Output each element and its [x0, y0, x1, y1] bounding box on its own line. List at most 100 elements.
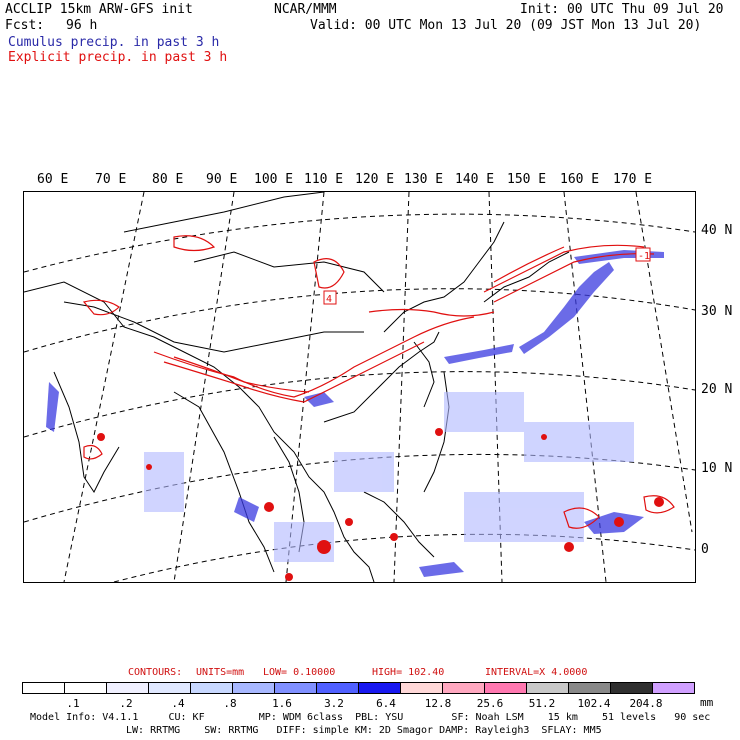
precip-contour [313, 258, 345, 289]
legend-tick: .2 [119, 697, 133, 710]
precip-contour [643, 495, 675, 514]
lat-label: 40 N [701, 223, 733, 238]
precip-cell [390, 533, 398, 541]
cumulus-legend: Cumulus precip. in past 3 h [8, 35, 220, 50]
legend-swatch [443, 683, 485, 693]
border [63, 301, 364, 353]
legend-swatch [653, 683, 694, 693]
coastline [363, 491, 435, 558]
precip-contour [173, 356, 310, 393]
precip-area [144, 452, 184, 512]
legend-swatch [275, 683, 317, 693]
legend-swatch [233, 683, 275, 693]
precip-contour [493, 246, 565, 283]
border [123, 191, 325, 233]
legend-tick: 1.6 [272, 697, 292, 710]
contours-label: CONTOURS: [128, 667, 183, 678]
legend-swatch [191, 683, 233, 693]
precip-contour [563, 507, 600, 529]
precip-cell [541, 434, 547, 440]
precip-contour [153, 316, 475, 398]
lon-label: 60 E [37, 172, 69, 187]
lon-label: 90 E [206, 172, 238, 187]
precip-contour [163, 341, 425, 403]
legend-swatch [485, 683, 527, 693]
precip-cell [654, 497, 664, 507]
contours-low: LOW= 0.10000 [263, 667, 336, 678]
light-precip [144, 392, 634, 562]
legend-tick: 51.2 [528, 697, 556, 710]
color-legend [22, 682, 695, 694]
marker-box [323, 290, 337, 305]
map-title: ACCLIP 15km ARW-GFS init [5, 2, 193, 17]
explicit-precip-cells [97, 428, 664, 581]
lon-label: 80 E [152, 172, 184, 187]
model-info-line1: Model Info: V4.1.1 CU: KF MP: WDM 6class… [30, 712, 711, 723]
coastline [23, 281, 375, 583]
legend-tick: 102.4 [577, 697, 611, 710]
parallel-line [23, 288, 696, 353]
meridian-line [393, 191, 410, 583]
lon-label: 170 E [613, 172, 653, 187]
coastline [383, 221, 505, 333]
precip-cell [614, 517, 624, 527]
legend-tick: .8 [223, 697, 237, 710]
legend-swatch [401, 683, 443, 693]
coastline [323, 331, 440, 423]
contours-units: UNITS=mm [196, 667, 245, 678]
legend-units: mm [700, 696, 714, 709]
lon-label: 70 E [95, 172, 127, 187]
precip-map: 4 -1 [23, 191, 696, 583]
contours-interval: INTERVAL=X 4.0000 [485, 667, 588, 678]
fcst-value: 96 h [66, 18, 98, 33]
meridian-line [173, 191, 235, 583]
lat-label: 10 N [701, 461, 733, 476]
precip-band [234, 497, 259, 522]
legend-tick: 12.8 [424, 697, 452, 710]
parallel-line [113, 533, 696, 583]
fcst-label: Fcst: [5, 18, 45, 33]
precip-band [519, 262, 614, 354]
precip-cell [345, 518, 353, 526]
legend-swatch [23, 683, 65, 693]
coastline [53, 371, 120, 493]
meridian-line [63, 191, 145, 583]
marker-label: 4 [326, 294, 332, 305]
parallel-line [23, 213, 696, 273]
contours-high: HIGH= 102.40 [372, 667, 445, 678]
meridian-line [285, 191, 325, 583]
legend-tick: .1 [66, 697, 80, 710]
precip-cell [285, 573, 293, 581]
precip-band [304, 392, 334, 407]
legend-swatch [65, 683, 107, 693]
lon-label: 130 E [404, 172, 444, 187]
meridian-line [635, 191, 693, 533]
precip-cell [97, 433, 105, 441]
legend-swatch [569, 683, 611, 693]
lon-label: 160 E [560, 172, 600, 187]
legend-swatch [611, 683, 653, 693]
legend-swatch [317, 683, 359, 693]
legend-swatch [359, 683, 401, 693]
precip-band [584, 512, 644, 534]
explicit-legend: Explicit precip. in past 3 h [8, 50, 228, 65]
lon-label: 120 E [355, 172, 395, 187]
lon-label: 140 E [455, 172, 495, 187]
map-canvas: 4 -1 [23, 191, 696, 583]
precip-cell [264, 502, 274, 512]
legend-swatch [149, 683, 191, 693]
marker-label: -1 [638, 251, 650, 262]
legend-tick: 3.2 [324, 697, 344, 710]
parallel-line [23, 371, 696, 438]
precip-area [334, 452, 394, 492]
precip-cell [317, 540, 331, 554]
lon-label: 110 E [304, 172, 344, 187]
precip-contour [83, 444, 103, 460]
precip-band [419, 562, 464, 577]
lat-label: 20 N [701, 382, 733, 397]
model-info-line2: LW: RRTMG SW: RRTMG DIFF: simple KM: 2D … [126, 725, 602, 736]
init-time: Init: 00 UTC Thu 09 Jul 20 [520, 2, 724, 17]
legend-tick: 204.8 [629, 697, 663, 710]
precip-cell [564, 542, 574, 552]
legend-swatch [527, 683, 569, 693]
